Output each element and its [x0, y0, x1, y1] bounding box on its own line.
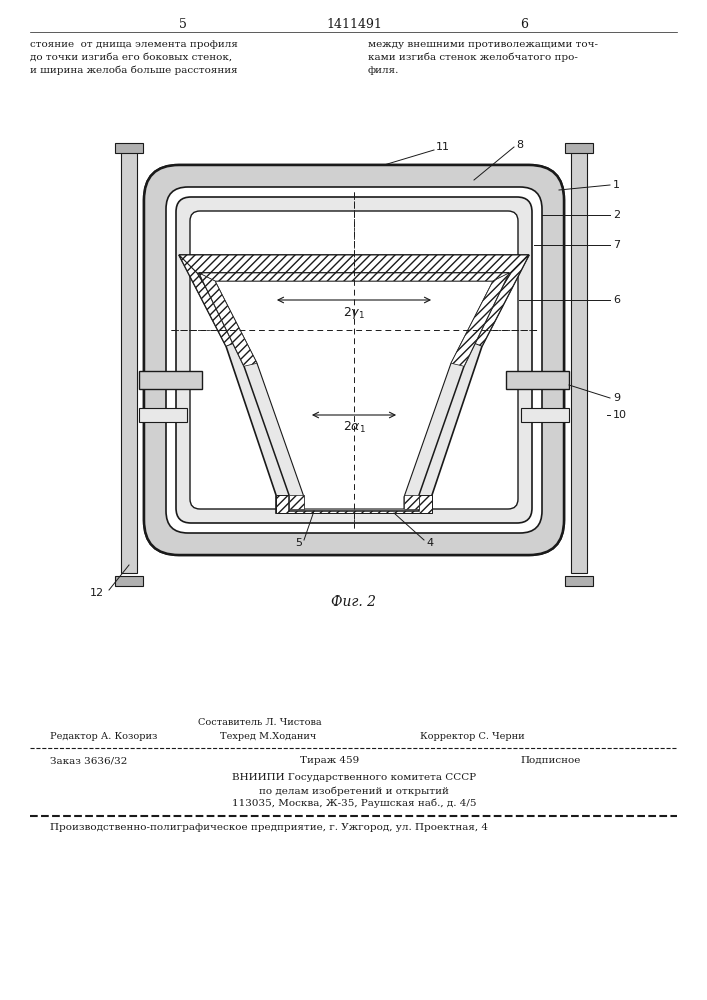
Text: $2\gamma_1$: $2\gamma_1$ [343, 305, 365, 321]
Text: 5: 5 [295, 538, 302, 548]
Polygon shape [179, 255, 529, 273]
Bar [115, 143, 143, 153]
Bar [565, 576, 593, 586]
FancyBboxPatch shape [166, 187, 542, 533]
Text: 6: 6 [613, 295, 620, 305]
Polygon shape [199, 273, 257, 366]
Text: 6: 6 [520, 18, 528, 31]
Polygon shape [199, 273, 509, 281]
Text: 7: 7 [613, 240, 620, 250]
Bar [565, 143, 593, 153]
Polygon shape [469, 255, 529, 346]
Text: 11: 11 [436, 142, 450, 152]
Polygon shape [506, 371, 569, 389]
Polygon shape [179, 255, 239, 346]
Text: 1: 1 [613, 180, 620, 190]
Polygon shape [215, 281, 493, 509]
Polygon shape [289, 495, 304, 509]
FancyBboxPatch shape [144, 165, 564, 555]
Text: ВНИИПИ Государственного комитета СССР: ВНИИПИ Государственного комитета СССР [232, 773, 476, 782]
FancyBboxPatch shape [166, 187, 542, 533]
Text: 4: 4 [426, 538, 433, 548]
Text: 113035, Москва, Ж-35, Раушская наб., д. 4/5: 113035, Москва, Ж-35, Раушская наб., д. … [232, 799, 477, 808]
Text: Заказ 3636/32: Заказ 3636/32 [50, 756, 127, 765]
Bar [139, 408, 187, 422]
Text: 1411491: 1411491 [326, 18, 382, 31]
Text: 8: 8 [516, 140, 523, 150]
Text: по делам изобретений и открытий: по делам изобретений и открытий [259, 786, 449, 796]
Text: Производственно-полиграфическое предприятие, г. Ужгород, ул. Проектная, 4: Производственно-полиграфическое предприя… [50, 823, 488, 832]
Bar [115, 576, 143, 586]
Text: 10: 10 [613, 410, 627, 420]
Text: 5: 5 [179, 18, 187, 31]
Text: стояние  от днища элемента профиля
до точки изгиба его боковых стенок,
и ширина : стояние от днища элемента профиля до точ… [30, 40, 238, 75]
Text: Фиг. 2: Фиг. 2 [332, 595, 377, 609]
Bar [571, 150, 587, 573]
FancyBboxPatch shape [190, 211, 518, 509]
Polygon shape [179, 255, 529, 513]
Polygon shape [451, 273, 509, 366]
Text: Техред М.Ходанич: Техред М.Ходанич [220, 732, 316, 741]
Bar [521, 408, 569, 422]
Text: между внешними противолежащими точ-
ками изгиба стенок желобчатого про-
филя.: между внешними противолежащими точ- ками… [368, 40, 598, 75]
Text: Составитель Л. Чистова: Составитель Л. Чистова [198, 718, 322, 727]
Polygon shape [139, 371, 202, 389]
Text: 12: 12 [90, 588, 104, 598]
Text: 2: 2 [613, 210, 620, 220]
Text: Тираж 459: Тираж 459 [300, 756, 360, 765]
Text: Корректор С. Черни: Корректор С. Черни [420, 732, 525, 741]
FancyBboxPatch shape [176, 197, 532, 523]
Text: Подписное: Подписное [520, 756, 580, 765]
Polygon shape [276, 495, 432, 513]
Text: $2\alpha_1$: $2\alpha_1$ [342, 420, 366, 435]
Bar [121, 150, 137, 573]
Text: Редактор А. Козориз: Редактор А. Козориз [50, 732, 158, 741]
Polygon shape [404, 495, 419, 509]
FancyBboxPatch shape [144, 165, 564, 555]
Polygon shape [197, 273, 511, 511]
Polygon shape [199, 273, 509, 511]
Text: 9: 9 [613, 393, 620, 403]
